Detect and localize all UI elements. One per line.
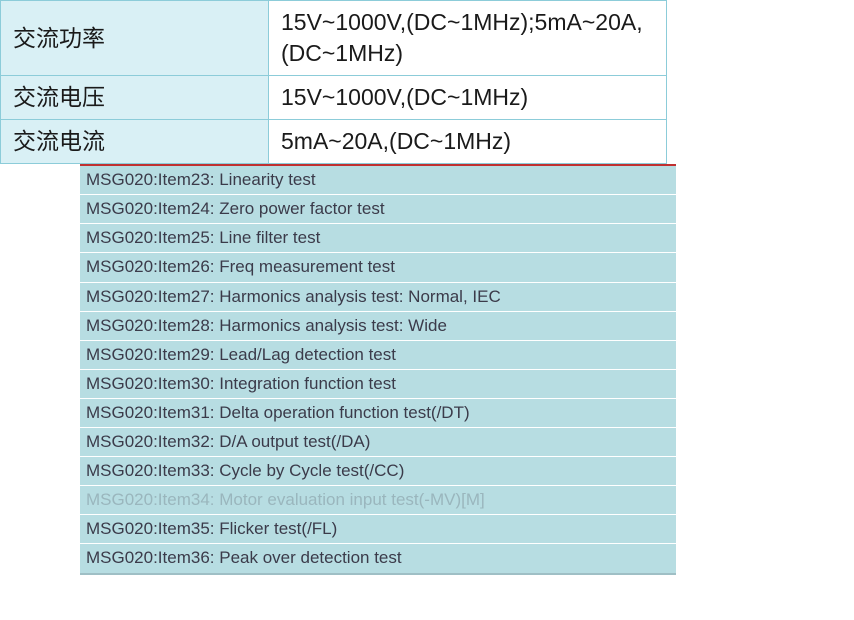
spec-value: 15V~1000V,(DC~1MHz) bbox=[269, 76, 667, 120]
list-item[interactable]: MSG020:Item23: Linearity test bbox=[80, 166, 676, 195]
list-item[interactable]: MSG020:Item29: Lead/Lag detection test bbox=[80, 341, 676, 370]
spec-value: 15V~1000V,(DC~1MHz);5mA~20A,(DC~1MHz) bbox=[269, 1, 667, 76]
list-item-disabled: MSG020:Item34: Motor evaluation input te… bbox=[80, 486, 676, 515]
spec-value: 5mA~20A,(DC~1MHz) bbox=[269, 120, 667, 164]
table-row: 交流电流 5mA~20A,(DC~1MHz) bbox=[1, 120, 667, 164]
list-item[interactable]: MSG020:Item31: Delta operation function … bbox=[80, 399, 676, 428]
list-item[interactable]: MSG020:Item27: Harmonics analysis test: … bbox=[80, 283, 676, 312]
spec-label: 交流电流 bbox=[1, 120, 269, 164]
table-row: 交流功率 15V~1000V,(DC~1MHz);5mA~20A,(DC~1MH… bbox=[1, 1, 667, 76]
list-item[interactable]: MSG020:Item28: Harmonics analysis test: … bbox=[80, 312, 676, 341]
list-item[interactable]: MSG020:Item35: Flicker test(/FL) bbox=[80, 515, 676, 544]
list-item[interactable]: MSG020:Item36: Peak over detection test bbox=[80, 544, 676, 574]
list-item[interactable]: MSG020:Item25: Line filter test bbox=[80, 224, 676, 253]
list-item[interactable]: MSG020:Item26: Freq measurement test bbox=[80, 253, 676, 282]
log-list[interactable]: MSG020:Item23: Linearity test MSG020:Ite… bbox=[80, 164, 676, 574]
list-item[interactable]: MSG020:Item30: Integration function test bbox=[80, 370, 676, 399]
list-item[interactable]: MSG020:Item32: D/A output test(/DA) bbox=[80, 428, 676, 457]
spec-label: 交流功率 bbox=[1, 1, 269, 76]
list-item[interactable]: MSG020:Item24: Zero power factor test bbox=[80, 195, 676, 224]
spec-table: 交流功率 15V~1000V,(DC~1MHz);5mA~20A,(DC~1MH… bbox=[0, 0, 667, 164]
list-item[interactable]: MSG020:Item33: Cycle by Cycle test(/CC) bbox=[80, 457, 676, 486]
table-row: 交流电压 15V~1000V,(DC~1MHz) bbox=[1, 76, 667, 120]
spec-label: 交流电压 bbox=[1, 76, 269, 120]
